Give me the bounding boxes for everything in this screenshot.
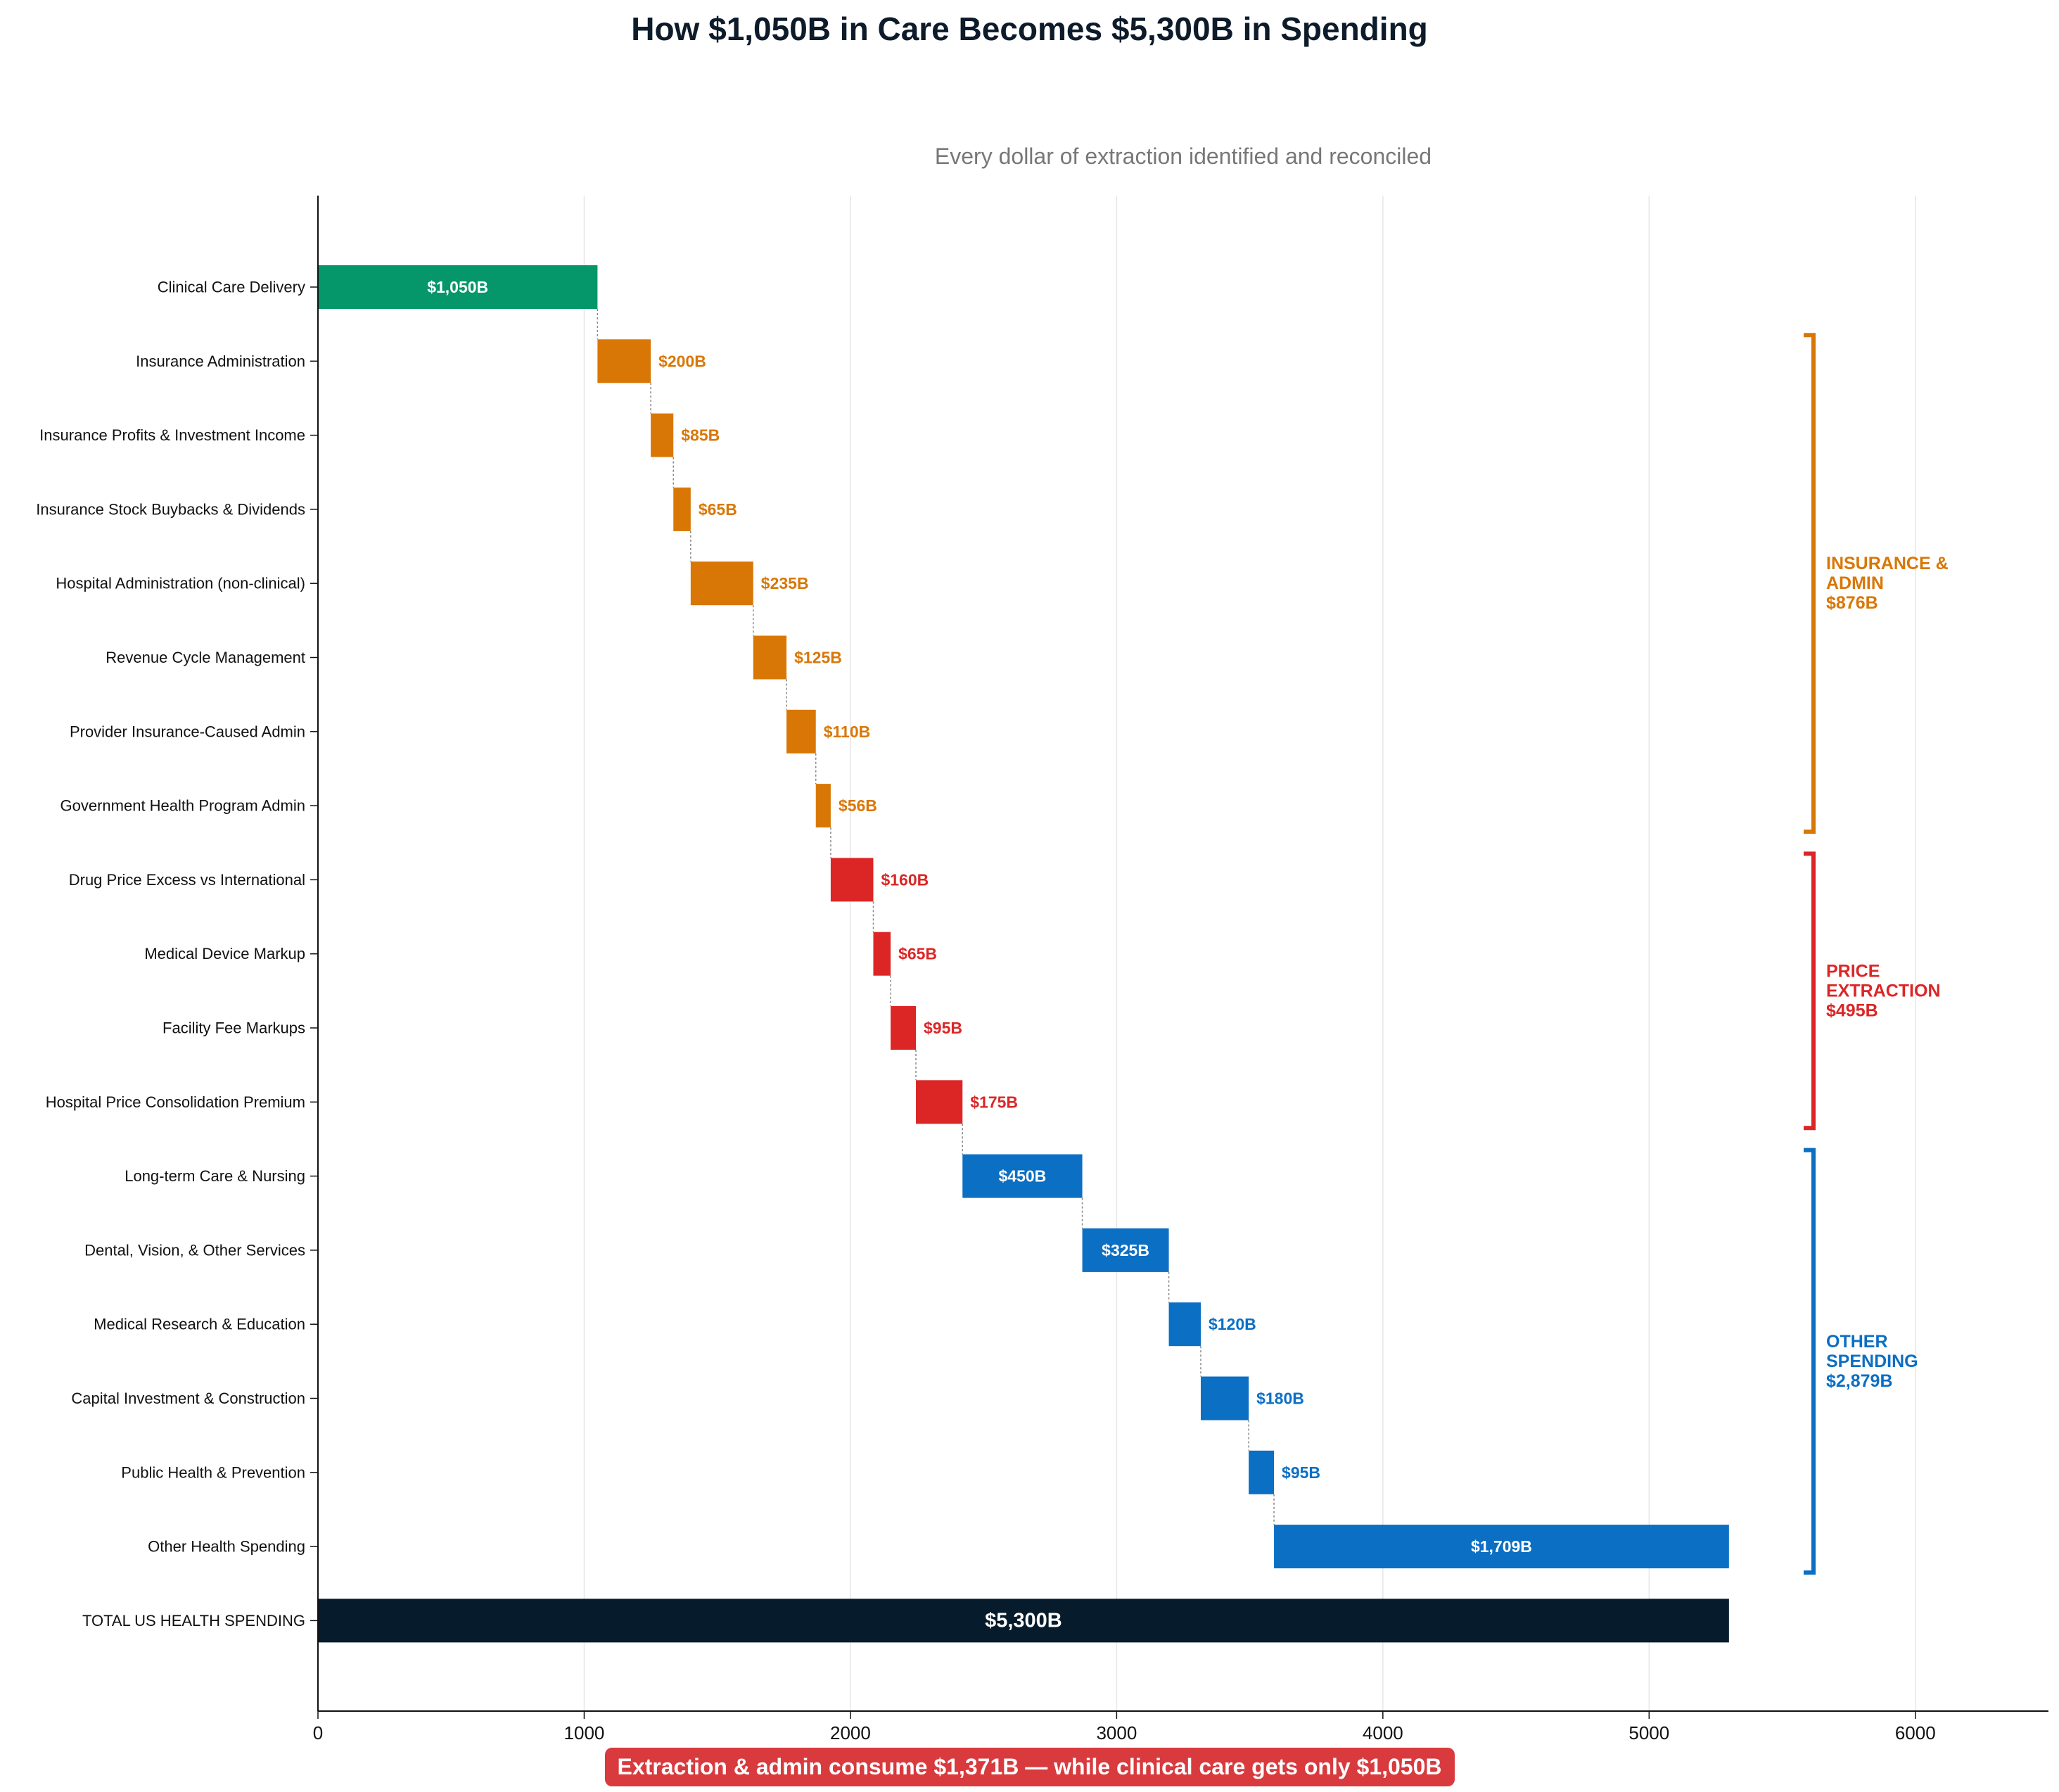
bar-label-revenue-cycle-management: $125B [794,649,842,667]
category-label-provider-insurance-caused-admin: Provider Insurance-Caused Admin [70,723,305,740]
category-label-hospital-administration-non-clinical: Hospital Administration (non-clinical) [56,575,305,592]
bar-label-insurance-stock-buybacks-dividends: $65B [699,500,737,519]
axes: 0100020003000400050006000Billions ($) [310,196,2048,1775]
bar-government-health-program-admin [815,784,831,828]
category-label-hospital-price-consolidation-premium: Hospital Price Consolidation Premium [46,1093,305,1111]
bar-long-term-care-nursing [962,1154,1083,1198]
bar-label-clinical-care-delivery: $1,050B [427,278,488,296]
bar-label-hospital-administration-non-clinical: $235B [761,574,809,592]
category-label-insurance-administration: Insurance Administration [136,352,305,370]
bar-label-long-term-care-nursing: $450B [999,1167,1047,1186]
bracket-price [1804,851,1816,1131]
xtick-label-4000: 4000 [1363,1722,1403,1743]
xtick-label-5000: 5000 [1628,1722,1669,1743]
summary-callout: Extraction & admin consume $1,371B — whi… [604,1748,1455,1786]
bars [318,265,1729,1643]
bar-label-dental-vision-other-services: $325B [1102,1241,1149,1259]
bracket-label-price-1: EXTRACTION [1826,981,1941,1000]
xtick-label-3000: 3000 [1096,1722,1137,1743]
bar-label-medical-research-education: $120B [1209,1315,1256,1333]
category-label-public-health-prevention: Public Health & Prevention [121,1463,305,1481]
bar-drug-price-excess-vs-international [830,858,874,902]
bar-label-government-health-program-admin: $56B [839,796,877,815]
bar-label-insurance-administration: $200B [658,352,706,370]
connector-lines [597,309,1275,1525]
xtick-label-2000: 2000 [830,1722,871,1743]
xtick-label-6000: 6000 [1895,1722,1936,1743]
category-label-total: TOTAL US HEALTH SPENDING [82,1612,305,1629]
bar-insurance-profits-investment-income [651,413,674,457]
bar-label-public-health-prevention: $95B [1282,1463,1320,1482]
bar-label-other-health-spending: $1,709B [1471,1537,1532,1556]
bar-label-total: $5,300B [985,1609,1062,1632]
bar-other-health-spending [1274,1525,1729,1569]
category-label-revenue-cycle-management: Revenue Cycle Management [106,649,305,666]
bar-hospital-price-consolidation-premium [916,1080,963,1124]
bracket-other [1804,1148,1816,1575]
group-brackets: INSURANCE &ADMIN$876B PRICEEXTRACTION$495… [1804,333,1949,1575]
bar-capital-investment-construction [1200,1376,1249,1421]
category-labels: Clinical Care Delivery Insurance Administ… [36,279,305,1629]
bar-label-provider-insurance-caused-admin: $110B [824,723,871,741]
bar-label-facility-fee-markups: $95B [924,1019,962,1037]
bar-facility-fee-markups [891,1006,917,1050]
bar-medical-device-markup [873,932,891,976]
bar-label-medical-device-markup: $65B [898,945,937,963]
bar-label-hospital-price-consolidation-premium: $175B [970,1093,1018,1111]
gridlines [317,196,1916,1711]
bar-dental-vision-other-services [1082,1228,1169,1272]
category-label-government-health-program-admin: Government Health Program Admin [60,797,306,815]
category-label-insurance-stock-buybacks-dividends: Insurance Stock Buybacks & Dividends [36,500,305,518]
bracket-label-other-1: SPENDING [1826,1352,1918,1371]
category-label-medical-research-education: Medical Research & Education [94,1316,305,1333]
bracket-insurance [1804,333,1816,834]
bar-total [318,1599,1729,1643]
bar-provider-insurance-caused-admin [786,709,816,754]
chart-title: How $1,050B in Care Becomes $5,300B in S… [631,11,1428,47]
category-label-capital-investment-construction: Capital Investment & Construction [71,1390,305,1407]
bracket-label-insurance-0: INSURANCE & [1826,554,1949,573]
bar-hospital-administration-non-clinical [690,561,753,606]
xtick-label-0: 0 [313,1722,323,1743]
category-label-clinical-care-delivery: Clinical Care Delivery [158,279,305,296]
bar-label-insurance-profits-investment-income: $85B [681,426,720,445]
category-label-insurance-profits-investment-income: Insurance Profits & Investment Income [39,426,305,444]
bar-labels: $1,050B $200B $85B $65B $235B $125B $110B $56B $… [427,278,1532,1632]
category-label-drug-price-excess-vs-international: Drug Price Excess vs International [69,871,305,889]
category-label-dental-vision-other-services: Dental, Vision, & Other Services [84,1241,305,1259]
category-label-other-health-spending: Other Health Spending [148,1538,305,1556]
bracket-label-price-2: $495B [1826,1000,1878,1020]
bracket-label-insurance-2: $876B [1826,593,1878,613]
bracket-label-other-2: $2,879B [1826,1371,1893,1391]
bar-public-health-prevention [1249,1450,1275,1494]
xtick-label-1000: 1000 [564,1722,605,1743]
category-label-long-term-care-nursing: Long-term Care & Nursing [125,1167,305,1185]
bracket-label-insurance-1: ADMIN [1826,573,1884,593]
bar-insurance-stock-buybacks-dividends [673,487,691,531]
bracket-label-other-0: OTHER [1826,1332,1888,1352]
bar-label-capital-investment-construction: $180B [1256,1390,1304,1408]
bar-clinical-care-delivery [318,265,598,309]
bracket-label-price-0: PRICE [1826,961,1880,981]
category-label-medical-device-markup: Medical Device Markup [144,945,305,962]
bar-insurance-administration [597,339,651,383]
bar-revenue-cycle-management [753,635,787,680]
bar-label-drug-price-excess-vs-international: $160B [881,870,929,889]
bar-medical-research-education [1168,1302,1201,1347]
chart-subtitle: Every dollar of extraction identified an… [934,144,1432,169]
category-label-facility-fee-markups: Facility Fee Markups [162,1019,305,1037]
